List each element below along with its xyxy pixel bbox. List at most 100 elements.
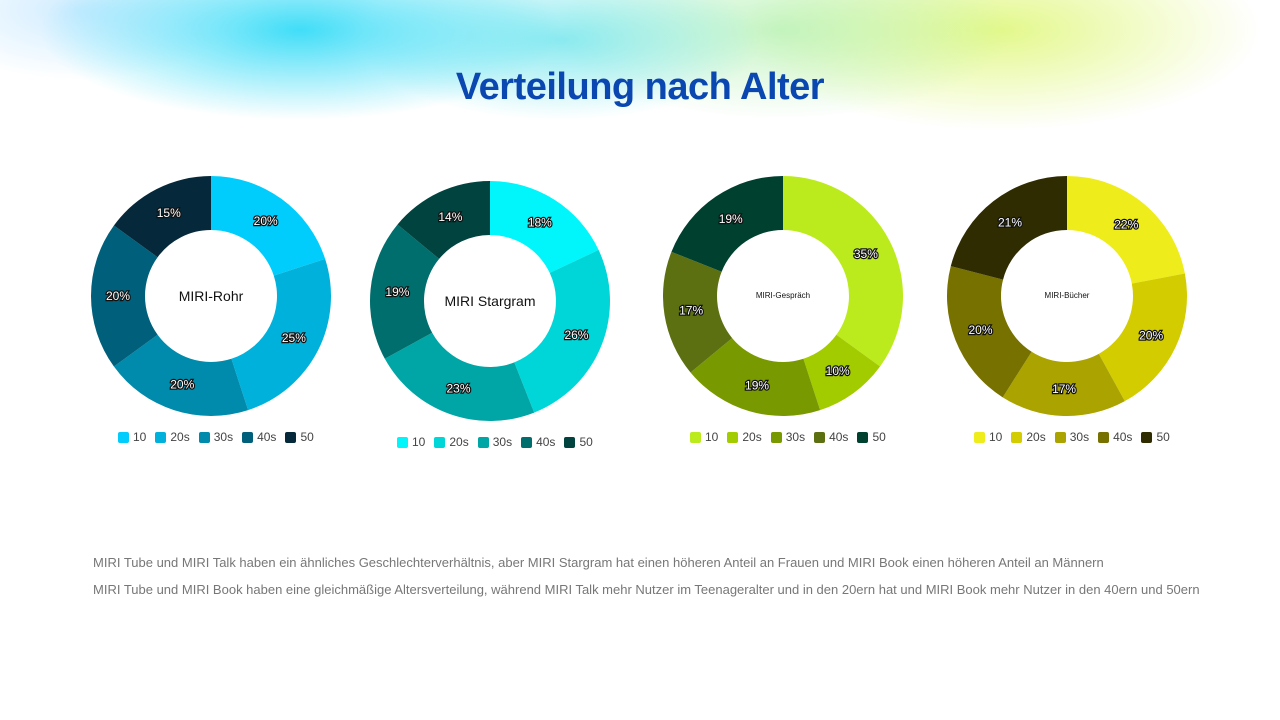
legend: 10 20s 30s 40s 50 xyxy=(397,435,593,449)
legend-item-10[interactable]: 10 xyxy=(974,430,1002,444)
legend-swatch xyxy=(974,431,985,443)
donut-chart-miri-stargram: 18% 26% 23% 19% 14% MIRI Stargram 10 20s 30s 40s 5… xyxy=(370,181,630,471)
data-label: 22% xyxy=(1114,217,1138,231)
legend-label: 20s xyxy=(742,430,762,444)
legend-label: 40s xyxy=(829,430,849,444)
legend-item-20s[interactable]: 20s xyxy=(727,430,762,444)
legend-item-50[interactable]: 50 xyxy=(564,435,593,449)
legend-item-40s[interactable]: 40s xyxy=(242,430,276,444)
data-label: 20% xyxy=(254,214,278,228)
note-gender: MIRI Tube und MIRI Talk haben ein ähnlic… xyxy=(93,555,1104,570)
slice-50[interactable] xyxy=(950,176,1067,280)
slice-30s[interactable] xyxy=(1002,351,1125,416)
legend-item-50[interactable]: 50 xyxy=(857,430,886,444)
slice-20s[interactable] xyxy=(514,249,610,413)
data-label: 20% xyxy=(969,323,993,337)
center-label: MIRI-Gespräch xyxy=(755,291,811,301)
legend-label: 30s xyxy=(785,430,806,444)
legend-swatch xyxy=(285,431,297,443)
legend-swatch xyxy=(1011,431,1023,443)
data-label: 26% xyxy=(564,328,588,342)
slice-30s[interactable] xyxy=(690,338,821,416)
legend-swatch xyxy=(770,431,782,443)
page-title: Verteilung nach Alter xyxy=(455,66,825,108)
donut-chart-miri-buecher: 22% 20% 17% 20% 21% MIRI-Bücher 10 20s 30s 40s 50 xyxy=(947,176,1207,466)
data-label: 10% xyxy=(826,364,850,378)
legend-item-10[interactable]: 10 xyxy=(118,430,146,444)
slice-50[interactable] xyxy=(397,181,490,259)
center-label: MIRI-Bücher xyxy=(1044,291,1090,301)
slice-40s[interactable] xyxy=(663,251,733,373)
legend: 10 20s 30s 40s 50 xyxy=(974,430,1170,444)
data-label: 19% xyxy=(719,212,743,226)
legend-swatch xyxy=(397,436,408,448)
legend-swatch xyxy=(242,431,254,443)
legend-label: 10 xyxy=(412,435,426,449)
data-label: 20% xyxy=(106,289,130,303)
legend-swatch xyxy=(727,431,739,443)
legend-swatch xyxy=(198,431,210,443)
legend-item-20s[interactable]: 20s xyxy=(434,435,469,449)
legend-label: 40s xyxy=(536,435,556,449)
donut-chart-miri-gespraech: 35% 10% 19% 17% 19% MIRI-Gespräch 10 20s 30s 40s 5… xyxy=(663,176,923,466)
slice-50[interactable] xyxy=(671,176,783,272)
legend-label: 30s xyxy=(492,435,513,449)
slice-50[interactable] xyxy=(113,176,211,258)
legend-swatch xyxy=(477,436,489,448)
data-label: 15% xyxy=(157,206,181,220)
data-label: 21% xyxy=(998,216,1022,230)
legend-item-10[interactable]: 10 xyxy=(397,435,425,449)
slice-40s[interactable] xyxy=(370,224,440,359)
legend-item-40s[interactable]: 40s xyxy=(521,435,555,449)
donut-chart-miri-rohr: 20% 25% 20% 20% 15% MIRI-Rohr 10 20s 30s 40s 50 xyxy=(91,176,351,466)
legend-label: 50 xyxy=(872,430,886,444)
slice-40s[interactable] xyxy=(947,266,1032,398)
donut-svg: 20% 25% 20% 20% 15% xyxy=(91,176,331,416)
data-label: 19% xyxy=(385,285,409,299)
data-label: 18% xyxy=(528,215,552,229)
slice-20s[interactable] xyxy=(1098,273,1187,402)
legend-item-50[interactable]: 50 xyxy=(1141,430,1170,444)
legend-label: 30s xyxy=(1069,430,1090,444)
data-label: 23% xyxy=(446,382,470,396)
legend-item-30s[interactable]: 30s xyxy=(198,430,234,444)
legend-label: 20s xyxy=(1026,430,1046,444)
slice-40s[interactable] xyxy=(91,225,158,367)
slice-10[interactable] xyxy=(490,181,599,273)
legend-label: 10 xyxy=(989,430,1003,444)
slice-30s[interactable] xyxy=(113,334,249,416)
legend-swatch xyxy=(434,436,446,448)
legend-item-30s[interactable]: 30s xyxy=(477,435,513,449)
slice-20s[interactable] xyxy=(803,334,881,411)
legend-swatch xyxy=(564,436,576,448)
data-label: 19% xyxy=(745,378,769,392)
data-label: 25% xyxy=(282,331,306,345)
legend: 10 20s 30s 40s 50 xyxy=(118,430,314,444)
center-label: MIRI Stargram xyxy=(444,292,536,309)
legend-item-50[interactable]: 50 xyxy=(285,430,314,444)
legend-swatch xyxy=(1098,431,1110,443)
legend-label: 50 xyxy=(1156,430,1170,444)
legend: 10 20s 30s 40s 50 xyxy=(690,430,886,444)
legend-item-40s[interactable]: 40s xyxy=(1098,430,1132,444)
data-label: 20% xyxy=(170,377,194,391)
legend-swatch xyxy=(155,431,167,443)
legend-item-30s[interactable]: 30s xyxy=(770,430,806,444)
legend-item-40s[interactable]: 40s xyxy=(814,430,848,444)
slice-10[interactable] xyxy=(1067,176,1185,284)
legend-item-30s[interactable]: 30s xyxy=(1054,430,1090,444)
legend-item-20s[interactable]: 20s xyxy=(1011,430,1046,444)
legend-item-10[interactable]: 10 xyxy=(690,430,718,444)
legend-item-20s[interactable]: 20s xyxy=(155,430,190,444)
slice-20s[interactable] xyxy=(231,258,331,411)
legend-label: 30s xyxy=(213,430,234,444)
note-age: MIRI Tube und MIRI Book haben eine gleic… xyxy=(93,582,1200,597)
slice-10[interactable] xyxy=(211,176,326,276)
legend-label: 10 xyxy=(705,430,719,444)
slice-30s[interactable] xyxy=(384,332,535,421)
donut-svg: 18% 26% 23% 19% 14% xyxy=(370,181,610,421)
legend-label: 40s xyxy=(257,430,277,444)
legend-label: 20s xyxy=(170,430,190,444)
slice-10[interactable] xyxy=(783,176,903,367)
donut-svg: 22% 20% 17% 20% 21% xyxy=(947,176,1187,416)
